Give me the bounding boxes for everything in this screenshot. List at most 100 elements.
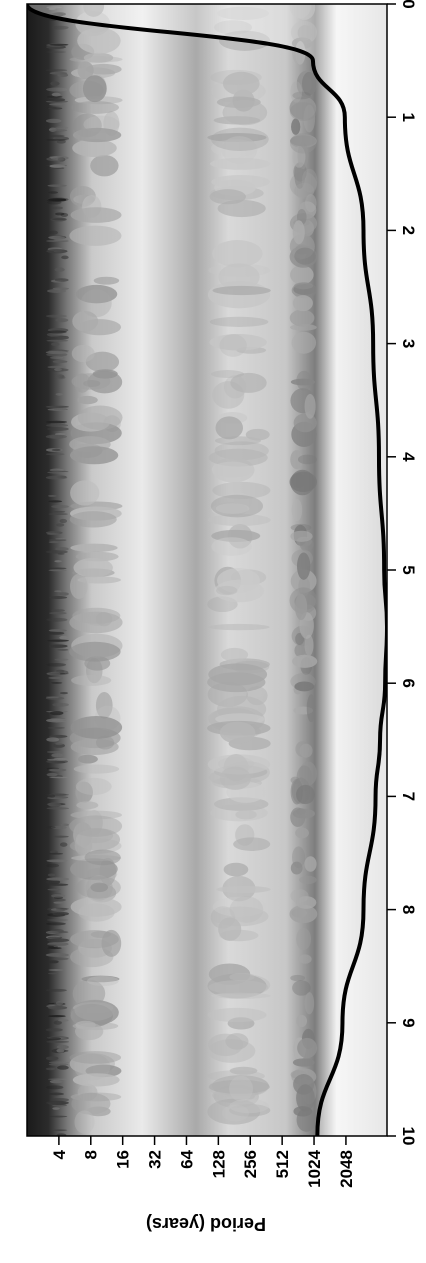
power-blob — [46, 45, 66, 50]
power-blob — [290, 378, 316, 386]
power-blob — [55, 742, 64, 746]
power-blob — [48, 230, 58, 235]
power-blob — [69, 815, 123, 837]
power-blob — [52, 909, 66, 912]
power-blob — [51, 25, 69, 30]
power-blob — [46, 423, 69, 428]
power-blob — [217, 199, 266, 218]
power-blob — [46, 919, 69, 921]
power-blob — [52, 287, 70, 290]
power-blob — [72, 127, 122, 143]
power-blob — [47, 873, 56, 877]
power-blob — [56, 375, 66, 380]
power-blob — [49, 734, 68, 738]
power-blob — [48, 883, 69, 886]
power-blob — [304, 393, 316, 419]
power-blob — [297, 454, 317, 465]
power-blob — [85, 63, 122, 75]
power-blob — [207, 513, 271, 527]
power-blob — [70, 897, 122, 917]
power-blob — [46, 859, 68, 863]
power-blob — [50, 796, 69, 799]
power-blob — [47, 960, 59, 964]
power-blob — [77, 61, 94, 80]
power-blob — [291, 498, 303, 522]
power-blob — [47, 794, 56, 798]
period-tick-label: 64 — [177, 1149, 196, 1168]
power-blob — [56, 1044, 69, 1050]
power-blob — [290, 974, 306, 982]
power-blob — [225, 1033, 249, 1050]
power-blob — [221, 136, 258, 164]
power-blob — [69, 1051, 122, 1064]
power-blob — [52, 360, 68, 364]
power-blob — [296, 70, 317, 97]
period-tick-label: 16 — [114, 1150, 133, 1169]
power-blob — [45, 696, 60, 699]
power-blob — [45, 314, 67, 318]
power-blob — [53, 892, 62, 896]
power-blob — [296, 1084, 315, 1112]
power-blob — [69, 573, 88, 599]
power-blob — [46, 249, 68, 254]
power-texture — [45, 4, 318, 1136]
power-blob — [289, 904, 318, 924]
power-blob — [230, 372, 267, 393]
power-blob — [295, 896, 317, 909]
power-blob — [290, 861, 303, 875]
time-tick-label: 5 — [399, 565, 418, 574]
power-blob — [71, 674, 112, 686]
power-blob — [55, 212, 65, 216]
power-blob — [51, 218, 67, 221]
power-blob — [77, 405, 123, 430]
power-blob — [45, 118, 62, 123]
power-blob — [45, 350, 69, 354]
power-blob — [48, 127, 57, 132]
power-blob — [72, 311, 99, 332]
power-blob — [48, 1061, 69, 1064]
power-blob — [54, 898, 66, 902]
power-blob — [90, 882, 109, 893]
power-blob — [52, 702, 69, 707]
power-blob — [245, 428, 270, 441]
power-blob — [74, 1022, 104, 1041]
power-blob — [77, 395, 98, 405]
power-blob — [82, 75, 107, 103]
power-blob — [50, 81, 60, 86]
power-blob — [90, 154, 119, 177]
power-blob — [214, 579, 265, 603]
power-blob — [299, 875, 317, 885]
power-blob — [48, 768, 67, 772]
power-blob — [45, 1056, 59, 1061]
power-blob — [59, 691, 69, 695]
power-blob — [45, 952, 69, 957]
power-blob — [216, 585, 238, 596]
power-blob — [60, 842, 68, 847]
power-blob — [53, 896, 64, 900]
time-axis: 0 1 2 3 4 5 6 7 8 9 10 — [387, 0, 418, 1145]
power-blob — [48, 107, 63, 110]
power-blob — [81, 975, 120, 983]
power-blob — [48, 569, 67, 572]
power-blob — [54, 278, 69, 282]
power-blob — [210, 992, 271, 999]
power-blob — [48, 7, 56, 11]
power-blob — [49, 468, 64, 472]
power-blob — [93, 276, 120, 285]
power-blob — [45, 930, 69, 934]
period-tick-label: 8 — [82, 1150, 101, 1159]
power-blob — [46, 1040, 70, 1043]
power-blob — [208, 623, 270, 631]
power-blob — [213, 20, 253, 35]
power-blob — [73, 557, 113, 578]
power-blob — [56, 648, 69, 651]
power-blob — [51, 825, 67, 830]
power-blob — [301, 168, 318, 193]
power-blob — [49, 776, 69, 779]
power-blob — [51, 504, 69, 509]
power-blob — [48, 500, 63, 503]
power-blob — [75, 828, 121, 851]
power-blob — [48, 1063, 69, 1066]
power-blob — [52, 911, 70, 916]
